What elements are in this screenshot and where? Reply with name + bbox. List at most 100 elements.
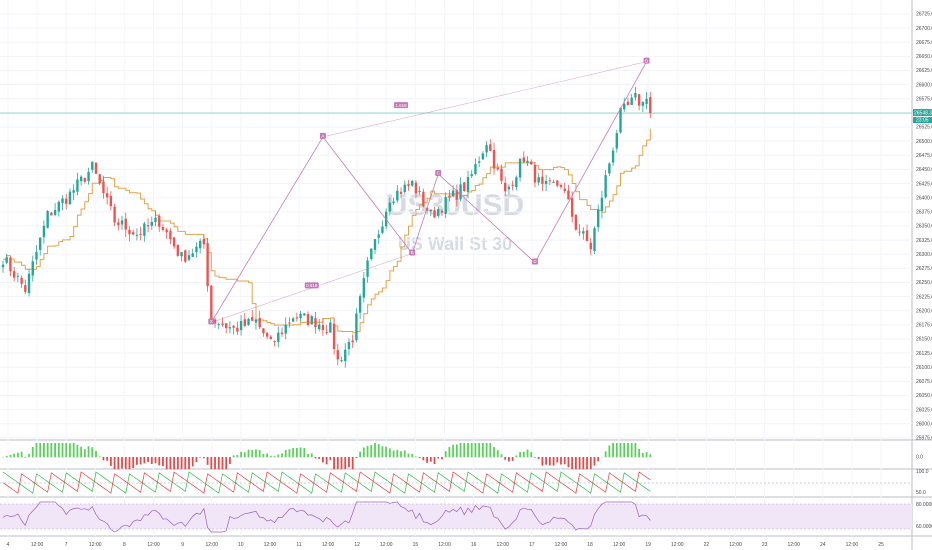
price-tick-label: 26025.0 xyxy=(916,407,932,413)
time-tick-label: 17 xyxy=(529,542,535,548)
macd-bar xyxy=(493,447,495,458)
time-tick-label: 24 xyxy=(820,542,826,548)
candle-body xyxy=(306,314,310,325)
last-price-badge xyxy=(913,109,932,117)
candle-body xyxy=(83,178,87,182)
candle-body xyxy=(39,237,42,250)
macd-bar xyxy=(83,449,86,458)
candle-body xyxy=(128,229,131,235)
candle-body xyxy=(645,98,648,105)
macd-tick-label: 0.0 xyxy=(916,455,923,461)
macd-bar xyxy=(455,444,458,458)
price-tick-label: 26325.0 xyxy=(916,238,932,244)
macd-bar xyxy=(158,457,161,466)
candle-body xyxy=(87,171,90,182)
harmonic-pattern[interactable]: X A B C D D 0.618 1.618 xyxy=(208,57,650,325)
time-tick-label: 12:00 xyxy=(264,542,277,548)
candle-body xyxy=(608,163,611,174)
candle-body xyxy=(20,277,23,284)
macd-bar xyxy=(511,457,514,461)
macd-bar xyxy=(407,453,410,458)
candle-body xyxy=(65,198,68,204)
rsi-indicator xyxy=(0,501,912,533)
price-tick-label: 26350.0 xyxy=(916,224,932,230)
macd-bar xyxy=(266,453,269,458)
candle-body xyxy=(180,252,183,257)
macd-bar xyxy=(485,443,488,458)
price-tick-label: 26700.0 xyxy=(916,26,932,32)
candle-body xyxy=(109,196,113,207)
candle-body xyxy=(474,164,477,175)
candle-body xyxy=(42,225,46,238)
macd-bar xyxy=(106,457,109,461)
candle-body xyxy=(332,323,336,350)
candle-body xyxy=(455,189,459,200)
candle-body xyxy=(451,190,455,197)
candle-body xyxy=(362,278,366,298)
macd-bar xyxy=(202,457,205,459)
macd-bar xyxy=(608,445,611,458)
macd-bar xyxy=(147,457,149,463)
macd-bar xyxy=(571,457,574,470)
candle-body xyxy=(94,162,98,174)
candle-body xyxy=(210,285,213,321)
candle-body xyxy=(392,201,395,204)
price-tick-label: 26050.0 xyxy=(916,393,932,399)
macd-bar xyxy=(351,457,354,470)
candle-body xyxy=(429,209,432,212)
candle-body xyxy=(265,332,269,337)
time-tick-label: 12 xyxy=(354,542,360,548)
macd-bar xyxy=(541,457,544,466)
price-tick-label: 26675.0 xyxy=(916,40,932,46)
macd-bar xyxy=(180,457,183,470)
candle-body xyxy=(50,212,53,216)
macd-bar xyxy=(314,457,317,459)
macd-bar xyxy=(463,443,466,458)
candle-body xyxy=(299,313,302,319)
time-tick-label: 12:00 xyxy=(846,542,859,548)
macd-bar xyxy=(627,443,629,458)
candle-body xyxy=(515,177,518,188)
macd-bar xyxy=(519,451,521,458)
price-tick-label: 26450.0 xyxy=(916,167,932,173)
time-tick-label: 16 xyxy=(471,542,477,548)
candle-body xyxy=(158,216,161,227)
price-tick-label: 26075.0 xyxy=(916,379,932,385)
candle-body xyxy=(626,101,630,105)
macd-bar xyxy=(95,451,97,458)
macd-bar xyxy=(188,457,190,470)
macd-bar xyxy=(515,455,518,458)
rsi-band xyxy=(0,504,912,529)
pattern-projection-line xyxy=(322,61,647,138)
macd-bar xyxy=(645,452,648,458)
macd-bar xyxy=(210,457,213,470)
candle-body xyxy=(585,230,589,242)
price-tick-label: 26000.0 xyxy=(916,421,932,427)
macd-bar xyxy=(589,457,592,470)
price-tick-label: 26125.0 xyxy=(916,351,932,357)
candle-body xyxy=(291,318,295,322)
price-tick-label: 26100.0 xyxy=(916,365,932,371)
time-tick-label: 22 xyxy=(704,542,710,548)
macd-bar xyxy=(232,455,235,458)
candle-body xyxy=(593,228,596,251)
macd-bar xyxy=(623,443,626,458)
macd-bar xyxy=(139,457,142,465)
candle-body xyxy=(340,360,343,362)
macd-bar xyxy=(214,457,216,470)
macd-bar xyxy=(470,443,473,458)
pattern-point-marker xyxy=(208,318,215,325)
time-tick-label: 12:00 xyxy=(380,542,393,548)
rsi-tick-label: 80.0000 xyxy=(916,502,932,508)
candle-body xyxy=(288,322,291,324)
aroon-tick-label: 50.0 xyxy=(916,490,926,496)
candle-body xyxy=(388,202,392,212)
macd-bar xyxy=(243,452,246,458)
time-tick-label: 8 xyxy=(123,542,126,548)
candle-body xyxy=(31,261,34,276)
candle-body xyxy=(548,180,552,182)
macd-bar xyxy=(563,457,566,465)
time-tick-label: 12:00 xyxy=(147,542,160,548)
candle-body xyxy=(589,242,592,250)
